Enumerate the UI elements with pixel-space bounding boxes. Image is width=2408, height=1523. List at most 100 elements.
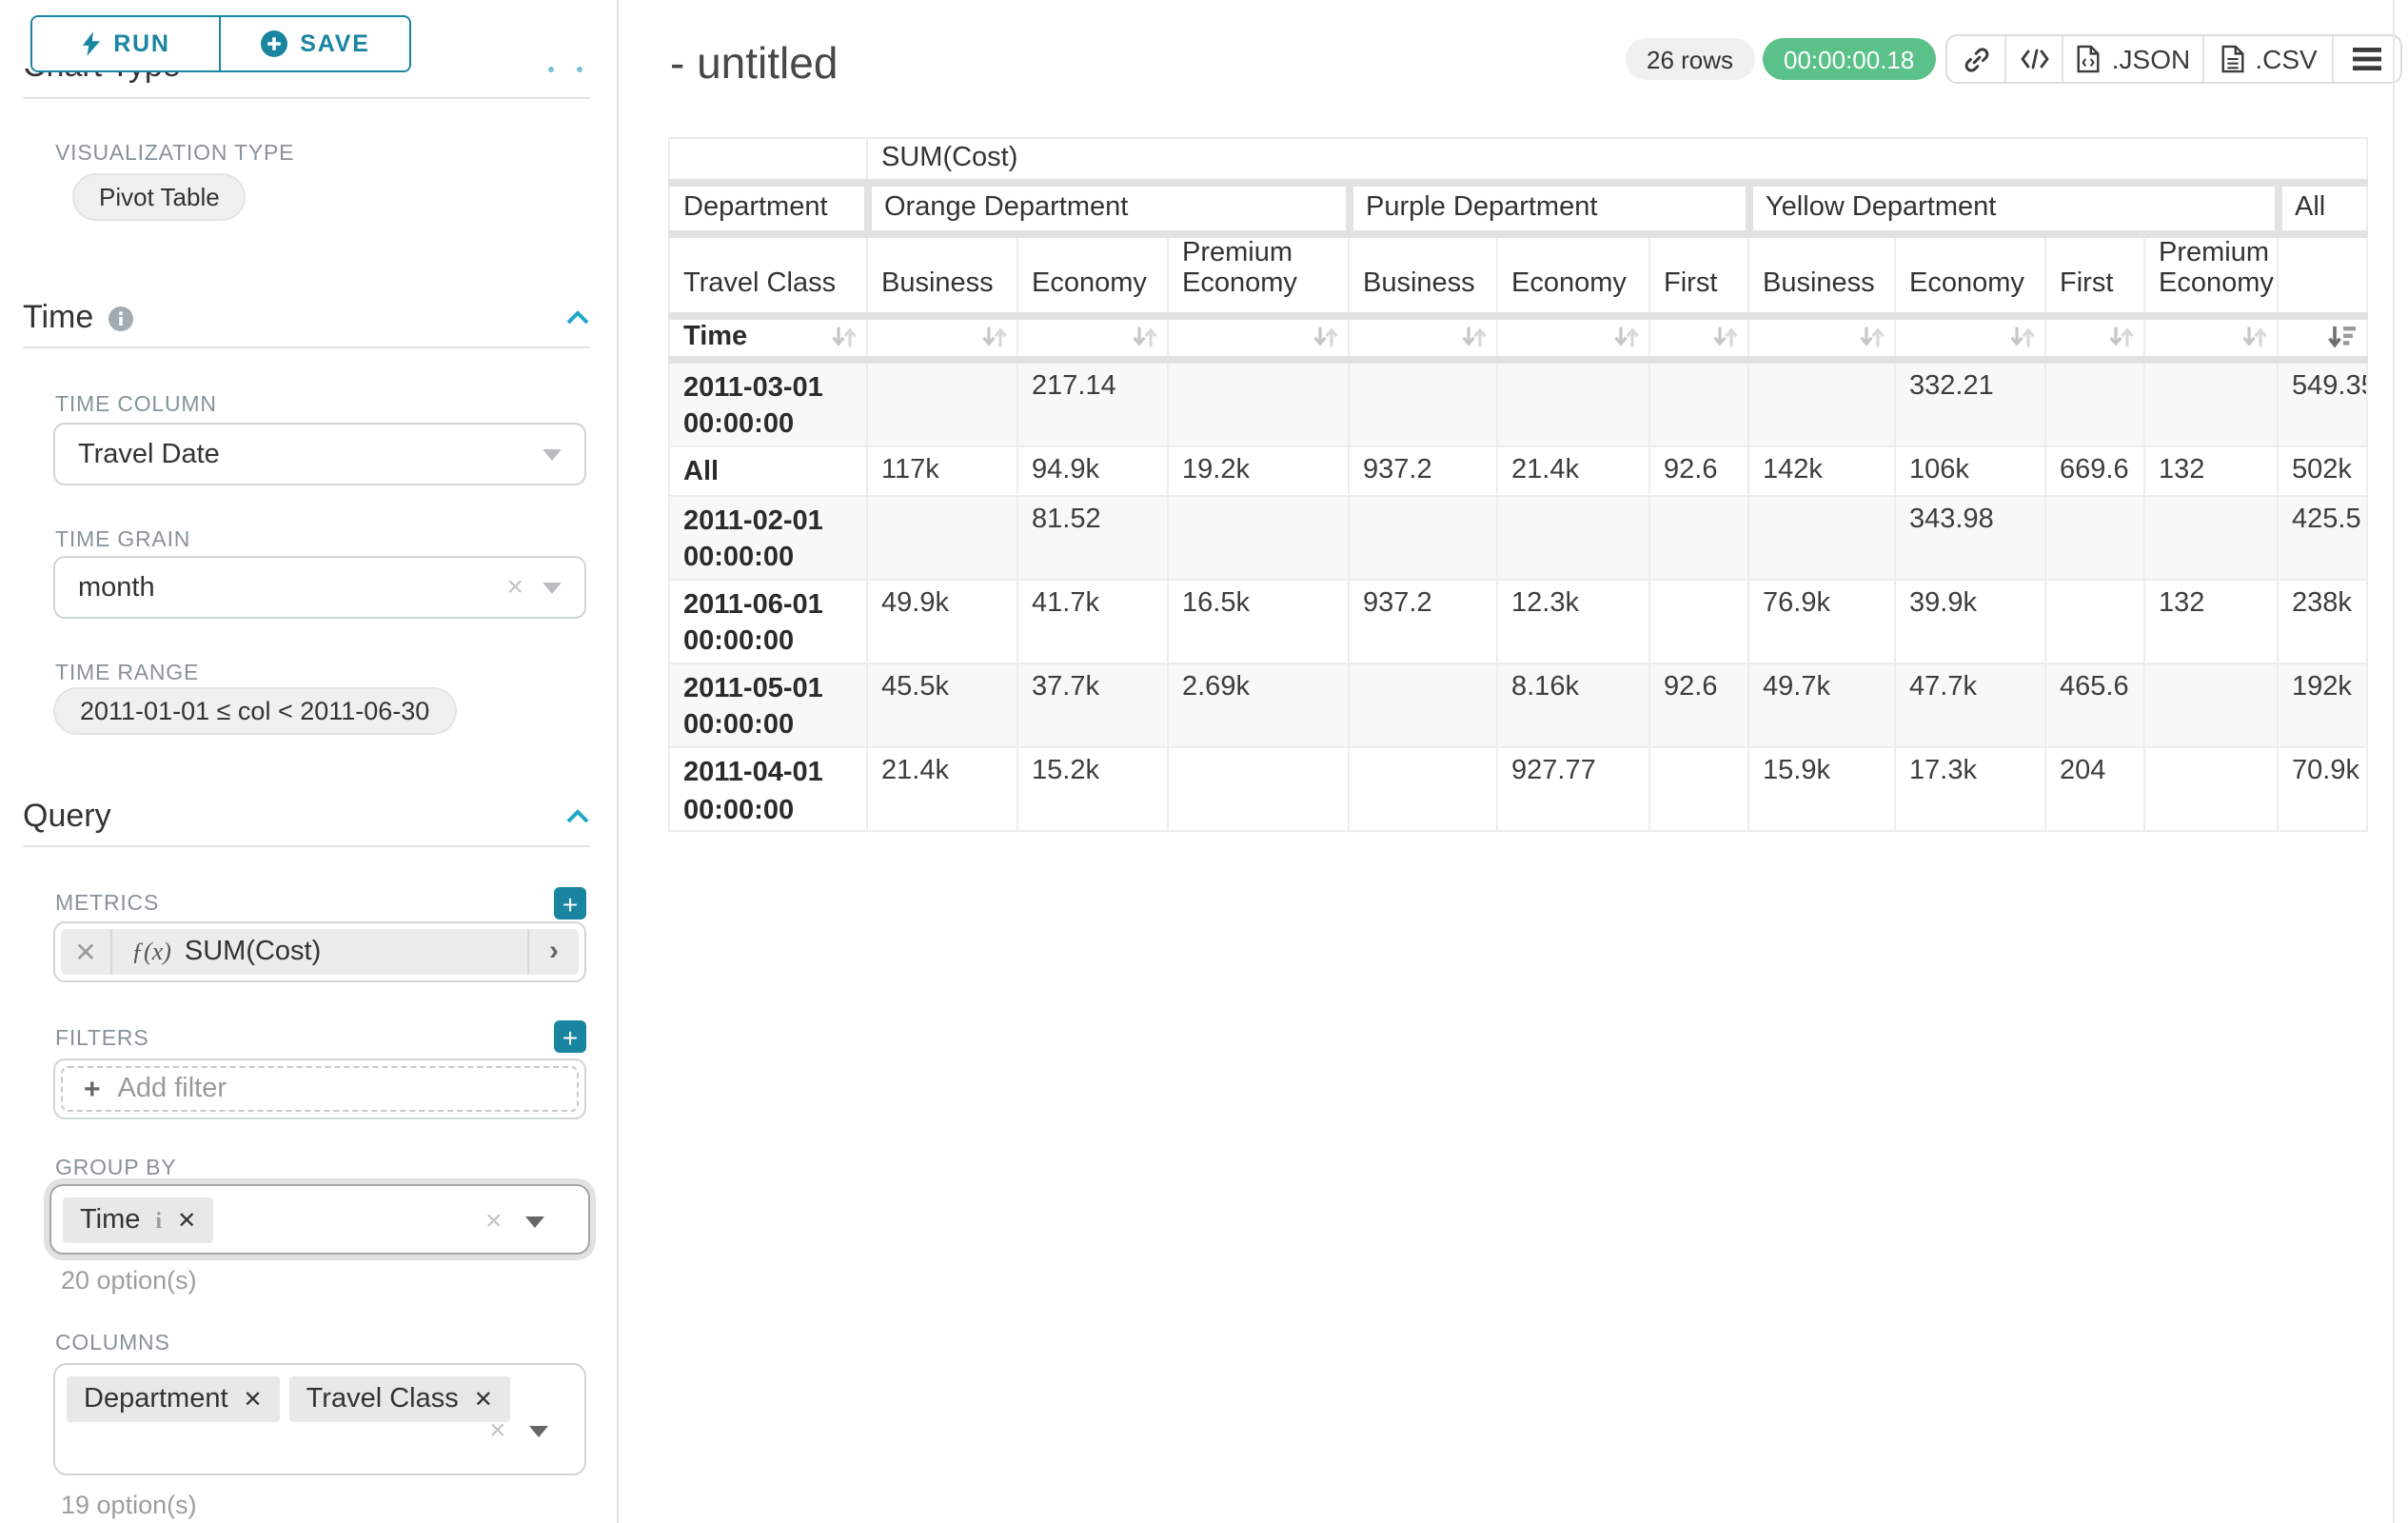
sort-icon[interactable] — [2010, 326, 2035, 348]
groupby-select[interactable]: Time i ✕ — [49, 1184, 590, 1255]
remove-chip-icon[interactable]: ✕ — [243, 1386, 263, 1413]
pivot-row-label: 2011-04-01 00:00:00 — [668, 745, 868, 833]
chip-label: Time — [80, 1205, 141, 1236]
pivot-sort-cell[interactable] — [1648, 314, 1749, 363]
pivot-value-cell: 41.7k — [1016, 578, 1169, 664]
groupby-select-icons: × — [485, 1207, 544, 1236]
chevron-up-icon[interactable] — [565, 809, 590, 824]
pivot-sort-cell[interactable] — [1747, 314, 1896, 363]
pivot-column-header: First — [2044, 232, 2145, 319]
pivot-value-cell: 17.3k — [1894, 745, 2046, 833]
sort-icon[interactable] — [832, 326, 857, 348]
time-section-title: Time — [23, 299, 94, 335]
copy-link-button[interactable] — [1947, 36, 2004, 82]
sort-desc-icon[interactable] — [2328, 325, 2357, 349]
clear-icon[interactable]: × — [489, 1414, 506, 1447]
clear-icon[interactable]: × — [485, 1205, 503, 1237]
selected-value-chip[interactable]: Travel Class ✕ — [288, 1376, 510, 1422]
dropdown-caret-icon[interactable] — [524, 1216, 544, 1227]
sort-icon[interactable] — [1614, 326, 1639, 348]
pivot-row-label: 2011-05-01 00:00:00 — [668, 662, 868, 749]
pivot-value-cell: 117k — [866, 445, 1018, 497]
pivot-value-cell: 92.6 — [1648, 445, 1749, 497]
sort-icon[interactable] — [1713, 326, 1738, 348]
sort-icon[interactable] — [2109, 326, 2134, 348]
remove-metric-icon[interactable]: ✕ — [61, 929, 112, 975]
pivot-sort-cell[interactable] — [1167, 314, 1350, 363]
selected-value-chip[interactable]: Department ✕ — [67, 1376, 280, 1422]
pivot-value-cell: 19.2k — [1167, 445, 1350, 497]
columns-select-icons: × — [489, 1416, 548, 1445]
time-column-select[interactable]: Travel Date — [53, 423, 586, 485]
pivot-value-cell — [1167, 745, 1350, 833]
chart-title[interactable]: - untitled — [670, 38, 839, 88]
pivot-value-cell: 142k — [1747, 445, 1896, 497]
pivot-col-dimension-header: Department — [668, 181, 868, 237]
add-metric-button[interactable]: + — [554, 887, 586, 920]
pivot-column-header: Economy — [1016, 232, 1169, 319]
groupby-label: GROUP BY — [55, 1157, 177, 1180]
chip-label: Department — [84, 1384, 228, 1414]
pivot-row-dimension-header: Travel Class — [668, 232, 868, 319]
clear-icon[interactable]: × — [506, 571, 523, 603]
pivot-sort-cell[interactable]: Time — [668, 314, 868, 363]
selected-value-chip[interactable]: Time i ✕ — [63, 1197, 214, 1243]
pivot-value-cell: 927.77 — [1496, 745, 1650, 833]
pivot-value-cell — [2143, 358, 2279, 447]
pivot-table-container: SUM(Cost) Department Orange Department Purp… — [668, 137, 2369, 833]
chevron-up-icon[interactable] — [565, 310, 590, 326]
divider — [23, 346, 590, 348]
pivot-value-cell: 669.6 — [2044, 445, 2145, 497]
pivot-group-header: Yellow Department — [1745, 181, 2279, 237]
pivot-value-cell — [2143, 494, 2279, 581]
pivot-sort-cell[interactable] — [2276, 314, 2369, 363]
pivot-value-cell — [1648, 745, 1749, 833]
pivot-value-cell — [1348, 662, 1498, 749]
remove-chip-icon[interactable]: ✕ — [177, 1207, 197, 1234]
plus-icon: + — [84, 1073, 101, 1105]
pivot-sort-cell[interactable] — [1016, 314, 1169, 363]
pivot-sort-cell[interactable] — [1496, 314, 1650, 363]
viz-type-label: VISUALIZATION TYPE — [55, 143, 295, 166]
sort-icon[interactable] — [1133, 326, 1157, 348]
time-column-label: TIME COLUMN — [55, 394, 217, 417]
pivot-value-cell: 76.9k — [1747, 578, 1896, 664]
pivot-sort-cell[interactable] — [2143, 314, 2279, 363]
sort-icon[interactable] — [2242, 326, 2267, 348]
time-grain-select[interactable]: month × — [53, 556, 586, 619]
add-filter-button[interactable]: + Add filter — [61, 1066, 579, 1112]
menu-button[interactable] — [2332, 36, 2400, 82]
sort-icon[interactable] — [1462, 326, 1487, 348]
pivot-sort-cell[interactable] — [2044, 314, 2145, 363]
pivot-sort-cell[interactable] — [1348, 314, 1498, 363]
pivot-data-row: 2011-02-01 00:00:00 81.52 343.98 425.5 — [668, 494, 2369, 581]
add-filter-label: Add filter — [117, 1074, 227, 1104]
viz-type-pill[interactable]: Pivot Table — [72, 173, 247, 221]
pivot-sort-cell[interactable] — [866, 314, 1018, 363]
pivot-sort-cell[interactable] — [1894, 314, 2046, 363]
pivot-value-cell: 37.7k — [1016, 662, 1169, 749]
pivot-column-header: Economy — [1496, 232, 1650, 319]
pivot-value-cell: 49.9k — [866, 578, 1018, 664]
add-filter-plus-button[interactable]: + — [554, 1020, 586, 1053]
chevron-right-icon[interactable]: › — [527, 929, 579, 975]
view-query-button[interactable] — [2004, 36, 2062, 82]
sort-icon[interactable] — [1860, 326, 1885, 348]
time-range-pill[interactable]: 2011-01-01 ≤ col < 2011-06-30 — [53, 687, 457, 735]
dropdown-caret-icon[interactable] — [528, 1425, 548, 1436]
sort-icon[interactable] — [982, 326, 1007, 348]
run-button[interactable]: RUN — [32, 17, 219, 70]
filters-label: FILTERS — [55, 1028, 149, 1051]
metric-chip[interactable]: ✕ ƒ(x) SUM(Cost) › — [61, 929, 579, 975]
time-range-label: TIME RANGE — [55, 663, 200, 685]
sort-icon[interactable] — [1313, 326, 1338, 348]
columns-select[interactable]: Department ✕ Travel Class ✕ — [53, 1363, 586, 1475]
remove-chip-icon[interactable]: ✕ — [473, 1386, 493, 1413]
filters-box: + Add filter — [53, 1058, 586, 1119]
divider — [23, 97, 590, 99]
export-csv-button[interactable]: .CSV — [2202, 36, 2332, 82]
export-json-button[interactable]: .JSON — [2062, 36, 2202, 82]
pivot-value-cell: 2.69k — [1167, 662, 1350, 749]
pivot-value-cell — [2044, 578, 2145, 664]
save-button[interactable]: SAVE — [219, 17, 409, 70]
